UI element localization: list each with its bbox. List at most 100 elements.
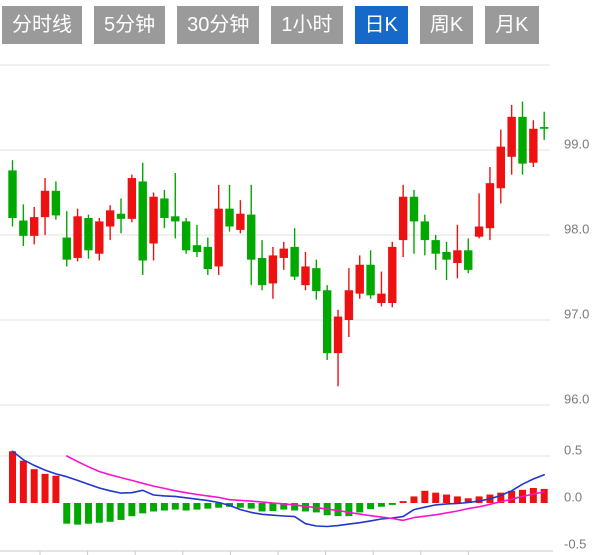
macd-bar bbox=[280, 503, 288, 510]
candle-body bbox=[236, 213, 245, 230]
candle-body bbox=[203, 246, 213, 269]
macd-bar bbox=[19, 460, 27, 503]
candle-body bbox=[51, 190, 61, 216]
macd-bar bbox=[367, 503, 375, 510]
candle-body bbox=[301, 266, 310, 286]
macd-bar bbox=[269, 503, 277, 511]
macd-bar bbox=[399, 501, 407, 503]
candle-body bbox=[322, 290, 332, 354]
candle-body bbox=[518, 116, 527, 164]
macd-bar bbox=[388, 503, 396, 505]
candle-body bbox=[529, 128, 538, 163]
macd-bar bbox=[236, 503, 244, 508]
candle-body bbox=[84, 218, 93, 251]
dea-line bbox=[66, 455, 546, 522]
candle-body bbox=[464, 250, 473, 270]
macd-bar bbox=[356, 503, 364, 513]
macd-axis-label: 0.5 bbox=[564, 443, 582, 458]
candle-body bbox=[192, 245, 202, 252]
dif-line bbox=[11, 450, 546, 528]
price-axis-label: 97.0 bbox=[564, 307, 589, 322]
price-axis-label: 98.0 bbox=[564, 222, 589, 237]
candle-body bbox=[355, 264, 364, 294]
macd-bar bbox=[301, 503, 309, 512]
candle-body bbox=[19, 220, 28, 236]
candle-body bbox=[290, 246, 299, 277]
candle-body bbox=[268, 255, 278, 284]
macd-bar bbox=[377, 503, 385, 507]
macd-bar bbox=[258, 503, 266, 512]
candle-body bbox=[40, 190, 50, 218]
candle-body bbox=[105, 210, 115, 227]
candle-body bbox=[214, 208, 223, 267]
candle-body bbox=[257, 257, 267, 286]
candle-body bbox=[247, 214, 256, 260]
macd-axis-label: -0.5 bbox=[564, 537, 586, 552]
macd-bar bbox=[106, 503, 114, 522]
candle-body bbox=[344, 290, 354, 320]
candle-body bbox=[138, 181, 147, 261]
candle-body bbox=[388, 246, 397, 303]
candle-body bbox=[149, 196, 158, 244]
candle-body bbox=[496, 146, 505, 189]
tab-time-line[interactable]: 分时线 bbox=[2, 6, 82, 44]
macd-bar bbox=[9, 451, 16, 503]
tab-weekly-k[interactable]: 周K bbox=[419, 6, 474, 44]
candles-layer bbox=[8, 101, 549, 387]
tab-5min[interactable]: 5分钟 bbox=[94, 6, 166, 44]
macd-axis-label: 0.0 bbox=[564, 490, 582, 505]
candle-body bbox=[95, 221, 104, 254]
candle-body bbox=[181, 221, 191, 251]
candle-body bbox=[30, 217, 39, 236]
tab-daily-k[interactable]: 日K bbox=[354, 6, 408, 44]
candle-body bbox=[279, 248, 288, 258]
macd-bar bbox=[464, 498, 472, 503]
macd-bar bbox=[193, 503, 201, 510]
candle-body bbox=[333, 316, 343, 354]
period-tabbar: 分时线 5分钟 30分钟 1小时 日K 周K 月K bbox=[2, 6, 539, 44]
macd-bar bbox=[529, 487, 537, 503]
macd-bar bbox=[410, 496, 418, 503]
candle-body bbox=[474, 226, 484, 237]
candle-body bbox=[160, 198, 169, 218]
macd-bar bbox=[63, 503, 71, 524]
macd-bar bbox=[421, 490, 429, 503]
candle-body bbox=[453, 250, 462, 264]
candle-body bbox=[73, 216, 82, 258]
candle-body bbox=[409, 196, 419, 222]
macd-histogram bbox=[9, 451, 548, 525]
candle-body bbox=[312, 268, 321, 292]
macd-bar bbox=[540, 488, 548, 503]
macd-bar bbox=[74, 503, 82, 525]
macd-bar bbox=[182, 503, 190, 511]
macd-bar bbox=[117, 503, 125, 520]
candle-body bbox=[398, 196, 408, 241]
macd-bar bbox=[247, 503, 255, 509]
candle-body bbox=[62, 237, 71, 260]
price-axis-label: 96.0 bbox=[564, 392, 589, 407]
x-axis bbox=[0, 550, 553, 555]
candle-body bbox=[127, 178, 137, 219]
macd-bar bbox=[453, 496, 461, 503]
axis-labels: 99.0 98.0 97.0 96.0 0.5 0.0 -0.5 bbox=[564, 137, 589, 552]
macd-bar bbox=[95, 503, 103, 523]
candle-body bbox=[116, 213, 126, 219]
candle-body bbox=[420, 221, 430, 241]
tab-30min[interactable]: 30分钟 bbox=[177, 6, 260, 44]
tab-1hour[interactable]: 1小时 bbox=[271, 6, 343, 44]
macd-bar bbox=[41, 473, 49, 503]
macd-bar bbox=[171, 503, 179, 510]
macd-bar bbox=[345, 503, 353, 517]
macd-bar bbox=[204, 503, 212, 509]
macd-bar bbox=[128, 503, 136, 517]
tab-monthly-k[interactable]: 月K bbox=[485, 6, 539, 44]
candle-body bbox=[431, 240, 440, 254]
macd-bar bbox=[84, 503, 92, 524]
candle-body bbox=[485, 183, 495, 229]
macd-bar bbox=[139, 503, 147, 514]
macd-bar bbox=[30, 469, 38, 503]
macd-bar bbox=[432, 492, 440, 503]
macd-bar bbox=[497, 492, 505, 503]
candle-body bbox=[366, 264, 375, 296]
